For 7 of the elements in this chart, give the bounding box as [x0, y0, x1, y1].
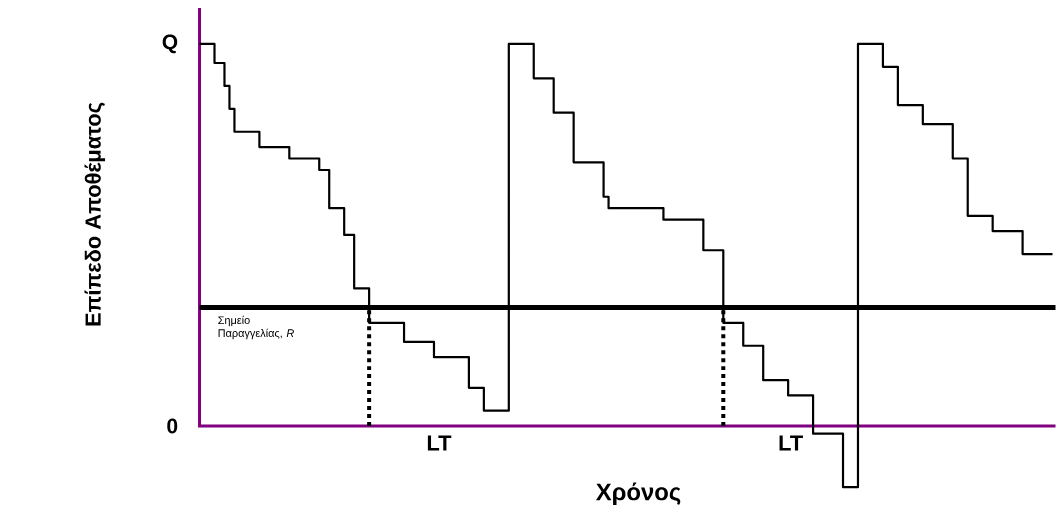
annotation: LT [427, 435, 452, 451]
y-axis-title: Επίπεδο Αποθέματος [84, 102, 106, 326]
annotation: LT [779, 435, 803, 451]
text: Q [162, 34, 178, 54]
ref-line-label: Σημείο Παραγγελίας, R [218, 315, 294, 340]
x-axis-title: Χρόνος [595, 482, 681, 506]
text: 0 [167, 418, 178, 434]
